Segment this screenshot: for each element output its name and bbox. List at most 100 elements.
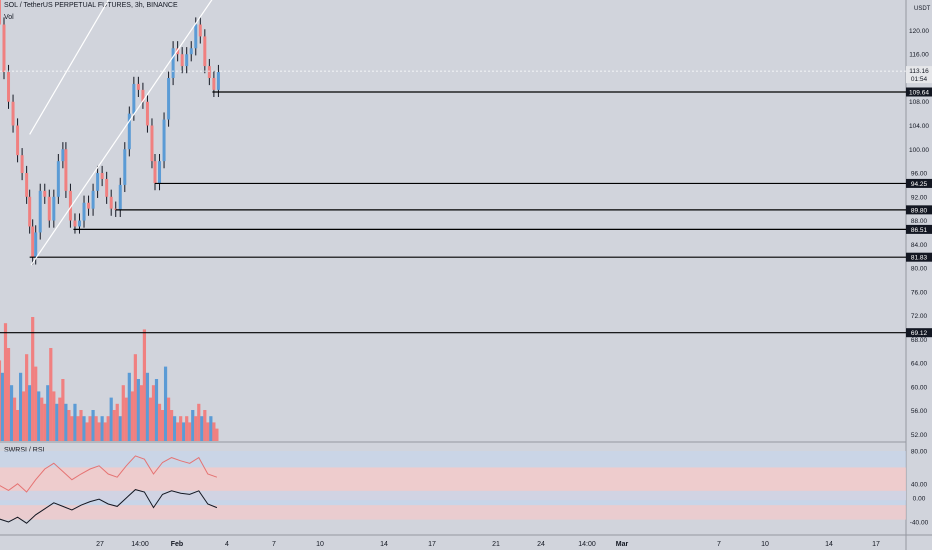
rsi-tick-label: 0.00 bbox=[913, 496, 926, 503]
time-tick-label: 10 bbox=[761, 541, 769, 548]
volume-bar bbox=[197, 403, 201, 441]
price-tick-label: 64.00 bbox=[911, 361, 928, 368]
rsi-band-top bbox=[0, 451, 906, 468]
volume-bar bbox=[154, 379, 159, 441]
candle-body bbox=[145, 101, 149, 126]
level-label-bg bbox=[906, 252, 932, 262]
candle-body bbox=[87, 202, 91, 209]
time-tick-label: 7 bbox=[272, 541, 276, 548]
time-tick-label: 14 bbox=[825, 541, 833, 548]
level-label: 109.64 bbox=[909, 90, 929, 97]
candle-body bbox=[68, 190, 72, 221]
candle-body bbox=[64, 149, 68, 191]
osc-band-mid bbox=[0, 490, 906, 506]
time-tick-label: 14 bbox=[380, 541, 388, 548]
volume-indicator-label[interactable]: Vol bbox=[4, 14, 14, 21]
candle-body bbox=[180, 54, 184, 67]
time-tick-label: 17 bbox=[428, 541, 436, 548]
level-label: 89.80 bbox=[911, 207, 928, 214]
rsi-line bbox=[0, 455, 218, 493]
volume-bar bbox=[25, 354, 29, 441]
candle-body bbox=[203, 36, 207, 67]
volume-bar bbox=[31, 317, 35, 441]
candle-body bbox=[7, 72, 11, 102]
time-tick-label: 17 bbox=[872, 541, 880, 548]
level-label-bg bbox=[906, 205, 932, 215]
volume-bar bbox=[163, 366, 168, 441]
candle-body bbox=[141, 89, 145, 102]
candle-body bbox=[127, 113, 131, 150]
volume-bar bbox=[124, 397, 128, 441]
price-tick-label: 120.00 bbox=[909, 28, 929, 35]
volume-bar bbox=[43, 403, 47, 441]
volume-bar bbox=[9, 385, 14, 441]
volume-bar bbox=[170, 410, 174, 441]
symbol-title[interactable]: SOL / TetherUS PERPETUAL FUTURES, 3h, BI… bbox=[4, 2, 178, 9]
volume-bar bbox=[76, 416, 80, 441]
price-tick-label: 56.00 bbox=[911, 408, 928, 415]
volume-bar bbox=[79, 410, 83, 441]
volume-bar bbox=[58, 397, 62, 441]
candle-body bbox=[100, 173, 104, 179]
volume-bar bbox=[151, 385, 156, 441]
volume-bar bbox=[160, 410, 165, 441]
candle-body bbox=[162, 119, 166, 162]
candle-body bbox=[176, 48, 180, 55]
candle-body bbox=[105, 178, 109, 197]
time-tick-label: 27 bbox=[96, 541, 104, 548]
channel-lower-line bbox=[30, 0, 213, 266]
candle-body bbox=[171, 48, 175, 78]
candle-body bbox=[11, 101, 15, 126]
volume-bar bbox=[61, 379, 65, 441]
candle-body bbox=[73, 220, 77, 227]
volume-bar bbox=[52, 391, 56, 441]
volume-bar bbox=[142, 329, 147, 441]
candle-body bbox=[47, 196, 51, 221]
candle-body bbox=[52, 196, 56, 221]
volume-bar bbox=[176, 422, 180, 441]
volume-bar bbox=[112, 410, 116, 441]
rsi-tick-label: 40.00 bbox=[911, 481, 928, 488]
volume-bar bbox=[0, 360, 2, 441]
volume-bar bbox=[212, 422, 216, 441]
volume-bar bbox=[73, 403, 77, 441]
volume-bar bbox=[106, 416, 110, 441]
volume-bar bbox=[188, 422, 192, 441]
time-tick-label: 24 bbox=[537, 541, 545, 548]
volume-bar bbox=[166, 397, 171, 441]
rsi-tick-label: -40.00 bbox=[910, 520, 929, 527]
volume-bar bbox=[0, 372, 5, 441]
candle-body bbox=[189, 48, 193, 55]
price-tick-label: 100.00 bbox=[909, 147, 929, 154]
channel-upper-line bbox=[29, 0, 110, 135]
volume-bar bbox=[109, 397, 113, 441]
price-tick-label: 88.00 bbox=[911, 218, 928, 225]
time-tick-label: 14:00 bbox=[578, 541, 596, 548]
level-label: 69.12 bbox=[911, 330, 928, 337]
price-tick-label: 116.00 bbox=[909, 52, 929, 59]
volume-bar bbox=[191, 410, 195, 441]
level-label-bg bbox=[906, 224, 932, 234]
candle-body bbox=[158, 161, 162, 184]
volume-bar bbox=[118, 416, 122, 441]
volume-bar bbox=[179, 416, 183, 441]
candle-body bbox=[198, 24, 202, 37]
volume-bar bbox=[136, 379, 140, 441]
volume-bar bbox=[173, 416, 177, 441]
volume-bar bbox=[206, 422, 210, 441]
volume-bar bbox=[19, 372, 23, 441]
candle-body bbox=[43, 190, 47, 197]
volume-bar bbox=[82, 416, 86, 441]
time-tick-label: 14:00 bbox=[131, 541, 149, 548]
volume-bar bbox=[182, 422, 186, 441]
volume-bar bbox=[34, 366, 38, 441]
level-label-bg bbox=[906, 87, 932, 97]
volume-bar bbox=[121, 385, 125, 441]
rsi-indicator-label[interactable]: SWRSI / RSI bbox=[4, 447, 45, 454]
volume-bar bbox=[157, 403, 162, 441]
candle-body bbox=[34, 232, 38, 258]
candle-body bbox=[31, 226, 35, 258]
volume-bar bbox=[91, 410, 95, 441]
